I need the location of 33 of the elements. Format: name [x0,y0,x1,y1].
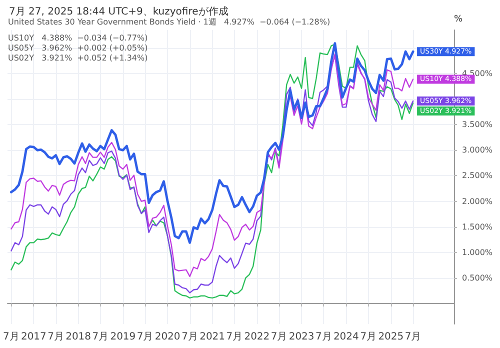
x-tick-label: 2022 [244,332,270,342]
y-tick-label: 3.500% [462,120,493,130]
y-tick-label: 2.000% [462,196,493,206]
x-tick-label: 2017 [20,332,46,342]
x-tick-label: 2023 [288,332,314,342]
x-tick-label: 2020 [154,332,180,342]
annotation: US05Y 3.962% +0.002 (+0.05%) [8,44,148,52]
x-tick-label: 2021 [200,332,226,342]
x-tick-label: 7月 [136,332,154,342]
annotation: US02Y 3.921% +0.052 (+1.34%) [8,54,148,62]
x-tick-label: 7月 [182,332,198,342]
x-tick-label: 7月 [2,332,20,342]
y-tick-label: 3.000% [462,146,493,155]
x-tick-label: 2024 [333,332,359,342]
x-tick-label: 7月 [360,332,377,342]
x-tick-label: 7月 [92,332,109,342]
x-tick-label: 2018 [66,332,92,342]
y-tick-label: 1.500% [462,222,493,232]
y-tick-label: 1.000% [462,248,493,257]
y-axis-title: % [454,14,463,24]
x-tick-label: 7月 [48,332,64,342]
line-series [10,42,414,244]
x-tick-label: 7月 [226,332,243,342]
x-tick-label: 2019 [110,332,136,342]
y-tick-label: 0.500% [462,273,493,282]
x-tick-label: 7月 [270,332,288,342]
x-tick-label: 2025 [378,332,404,342]
y-tick-label: 2.500% [462,171,493,180]
text: United States 30 Year Government Bonds Yield · 1週 4.927% −0.064 (−1.28%) [8,18,330,26]
chart-title: 7月 27, 2025 18:44 UTC+9、kuzyofireが作成 [9,6,228,18]
x-tick-label: 7月 [404,332,422,342]
annotation: US10Y 4.388% −0.034 (−0.77%) [8,34,148,42]
x-tick-label: 7月 [315,332,332,342]
